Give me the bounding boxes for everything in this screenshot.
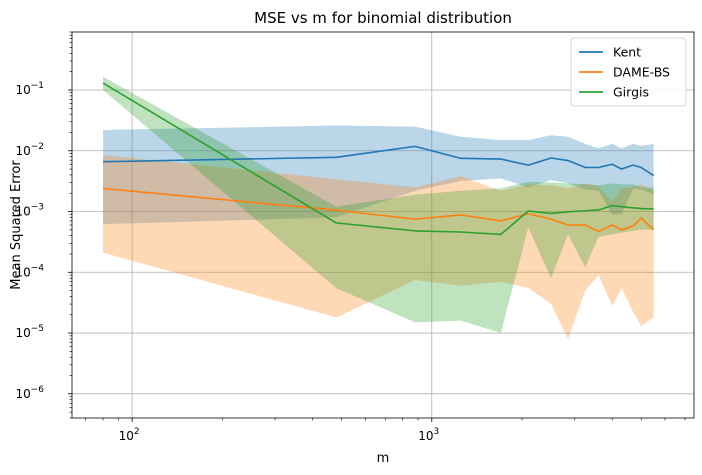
band-kent [103,125,654,225]
y-tick-exponent: −6 [31,385,45,395]
legend-box [570,37,687,107]
x-tick-exponent: 3 [434,427,440,437]
y-tick-exponent: −1 [31,81,44,91]
legend-label-girgis: Girgis [613,85,649,100]
y-axis-label: Mean Squared Error [9,160,24,290]
line-dame-bs [103,187,655,233]
y-tick-exponent: −2 [31,142,44,152]
legend: Kent DAME-BS Girgis [570,37,687,107]
legend-label-dame-bs: DAME-BS [613,65,670,80]
line-kent [103,145,655,177]
line-girgis [102,82,654,236]
x-axis-label: m [377,451,390,466]
series-lines [102,82,655,236]
legend-label-kent: Kent [613,45,641,60]
y-tick-exponent: −3 [31,203,44,213]
y-tick-exponent: −4 [31,263,45,273]
band-girgis [103,76,654,334]
x-tick-exponent: 2 [134,427,140,437]
y-tick-exponent: −5 [31,324,44,334]
chart-title: MSE vs m for binomial distribution [254,9,512,27]
grid [72,32,694,418]
